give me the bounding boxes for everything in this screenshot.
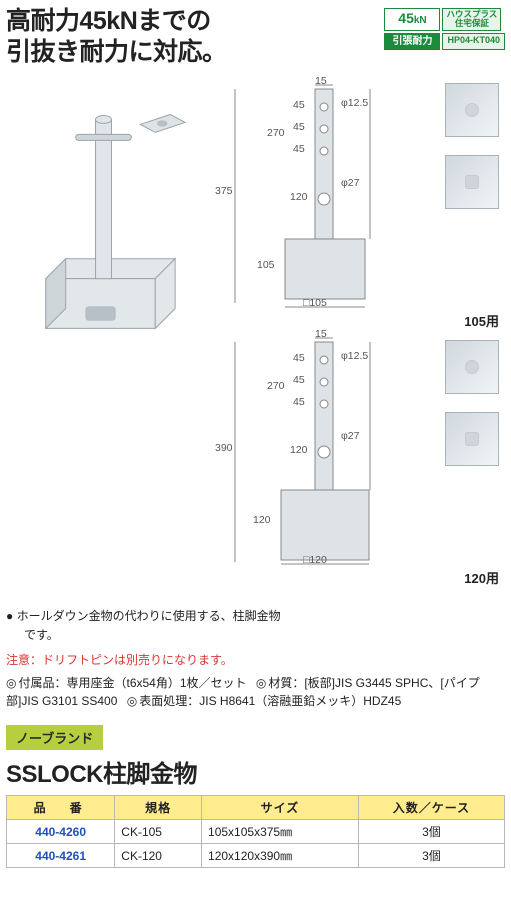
dim-shaft-upper: 270 [267,380,285,392]
badge-group: 45kN ハウスプラス住宅保証 引張耐力 HP04-KT040 [384,8,505,50]
table-row: 440-4261 CK-120 120x120x390㎜ 3個 [7,844,505,868]
dim-top-offset: 15 [315,75,327,87]
dim-seg2: 45 [293,374,305,386]
spec-accessories: 付属品：専用座金（t6x54角）1枚／セット [6,676,247,690]
th-standard: 規格 [115,796,202,820]
plate-round-hole [445,340,499,394]
dim-seg1: 45 [293,352,305,364]
badge-code: HP04-KT040 [442,33,505,50]
plate-round-hole [445,83,499,137]
dim-seg2: 45 [293,121,305,133]
cell-size: 105x105x375㎜ [202,820,359,844]
diagram-caption-120: 120用 [215,568,499,587]
badge-pull: 引張耐力 [384,33,440,50]
cell-qty: 3個 [358,820,504,844]
note-bullet-line1: ホールダウン金物の代わりに使用する、柱脚金物 [6,607,505,626]
table-row: 440-4260 CK-105 105x105x375㎜ 3個 [7,820,505,844]
diagram-120: 15 45 45 45 270 120 390 120 □120 φ12.5 φ… [215,336,505,566]
dim-total-h: 375 [215,185,233,197]
product-photo [6,79,205,339]
dim-seg1: 45 [293,99,305,111]
th-part-number: 品 番 [7,796,115,820]
dim-shaft-to-base: 120 [290,444,308,456]
th-size: サイズ [202,796,359,820]
warning-text: 注意：ドリフトピンは別売りになります。 [6,651,505,668]
diagram-105: 15 45 45 45 270 120 375 105 □105 φ12.5 φ… [215,79,505,309]
badge-kn-value: 45 [398,10,414,26]
note-bullet-line2: です。 [24,626,505,645]
cell-size: 120x120x390㎜ [202,844,359,868]
dim-hole-big: φ27 [341,430,360,442]
cell-std: CK-105 [115,820,202,844]
product-name: SSLOCK柱脚金物 [6,754,505,789]
dim-shaft-to-base: 120 [290,191,308,203]
dim-total-h: 390 [215,442,233,454]
dim-top-offset: 15 [315,328,327,340]
badge-house: ハウスプラス住宅保証 [442,8,501,31]
dim-shaft-upper: 270 [267,127,285,139]
cell-qty: 3個 [358,844,504,868]
dim-hole-big: φ27 [341,177,360,189]
cell-pn: 440-4260 [7,820,115,844]
spec-surface: 表面処理：JIS H8641（溶融亜鉛メッキ）HDZ45 [127,694,402,708]
page-headline: 高耐力45kNまでの引抜き耐力に対応。 [6,6,376,69]
badge-kn-unit: kN [414,15,427,26]
dim-hole-small: φ12.5 [341,350,368,362]
dim-base-sq: □120 [303,554,327,566]
dim-seg3: 45 [293,396,305,408]
th-qty: 入数／ケース [358,796,504,820]
plate-square-hole [445,412,499,466]
spec-table: 品 番 規格 サイズ 入数／ケース 440-4260 CK-105 105x10… [6,795,505,868]
dim-hole-small: φ12.5 [341,97,368,109]
dim-base-h: 120 [253,514,271,526]
dim-seg3: 45 [293,143,305,155]
badge-kn: 45kN [384,8,440,31]
cell-std: CK-120 [115,844,202,868]
cell-pn: 440-4261 [7,844,115,868]
diagram-caption-105: 105用 [215,311,499,330]
dim-base-sq: □105 [303,297,327,309]
plate-square-hole [445,155,499,209]
dim-base-h: 105 [257,259,275,271]
brand-tag: ノーブランド [6,725,103,750]
